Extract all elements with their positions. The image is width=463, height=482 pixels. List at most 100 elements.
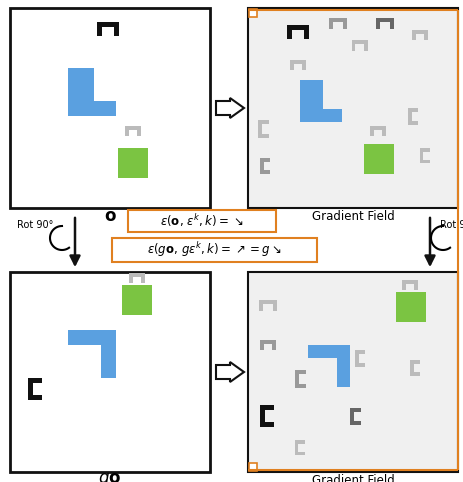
Bar — [101, 330, 116, 378]
Bar — [363, 144, 393, 174]
Bar — [389, 22, 393, 29]
Bar — [369, 130, 373, 136]
Bar — [294, 384, 306, 388]
Bar — [259, 422, 274, 427]
Bar — [407, 121, 418, 124]
Text: Rot 90°: Rot 90° — [439, 220, 463, 230]
Bar — [419, 148, 429, 151]
Bar — [257, 120, 262, 137]
Bar — [413, 280, 417, 290]
Bar — [419, 160, 429, 163]
Bar — [118, 148, 148, 178]
Bar — [141, 273, 144, 283]
Bar — [287, 25, 308, 30]
Bar — [249, 9, 257, 17]
Bar — [260, 340, 275, 344]
Bar — [259, 158, 269, 161]
Bar — [409, 295, 413, 306]
Bar — [422, 295, 425, 306]
Bar — [300, 80, 322, 122]
FancyArrow shape — [216, 362, 244, 382]
Bar — [257, 134, 269, 137]
Bar — [342, 22, 346, 29]
Bar — [409, 295, 425, 299]
Bar — [249, 463, 257, 471]
Bar — [247, 8, 457, 208]
Bar — [351, 40, 368, 44]
Bar — [247, 272, 457, 472]
Bar — [407, 108, 411, 124]
Text: Gradient Field: Gradient Field — [311, 473, 394, 482]
Bar — [382, 130, 385, 136]
Bar — [289, 60, 305, 64]
Bar — [68, 101, 116, 116]
Bar — [28, 378, 33, 400]
Bar — [259, 405, 274, 410]
Bar — [375, 18, 393, 22]
Text: $\varepsilon(g\mathbf{o},\,g\varepsilon^k,k) = \nearrow = g \searrow$: $\varepsilon(g\mathbf{o},\,g\varepsilon^… — [147, 241, 281, 259]
Bar — [125, 126, 140, 130]
Bar — [294, 440, 298, 455]
Bar — [401, 280, 417, 283]
Bar — [125, 130, 129, 136]
Bar — [407, 108, 418, 112]
Bar — [122, 285, 152, 315]
Bar — [349, 408, 353, 425]
Bar — [129, 273, 144, 277]
Bar — [401, 280, 405, 290]
FancyArrow shape — [216, 98, 244, 118]
Bar — [395, 292, 425, 322]
Bar — [294, 370, 298, 388]
Bar — [294, 440, 304, 443]
Bar — [28, 378, 42, 383]
Bar — [328, 22, 332, 29]
Bar — [97, 22, 119, 27]
Bar — [412, 30, 427, 34]
Bar — [409, 360, 419, 363]
Bar — [289, 64, 293, 70]
Bar — [369, 126, 385, 130]
Bar — [68, 68, 94, 116]
Bar — [423, 34, 427, 40]
Bar — [128, 210, 275, 232]
Bar — [351, 44, 355, 51]
Bar — [328, 18, 346, 22]
Bar — [287, 30, 291, 39]
Text: Gradient Field: Gradient Field — [311, 210, 394, 223]
Bar — [364, 44, 368, 51]
Bar — [349, 408, 360, 412]
Bar — [28, 395, 42, 400]
Bar — [294, 370, 306, 374]
Text: $\mathbf{o}$: $\mathbf{o}$ — [103, 207, 116, 225]
Bar — [307, 345, 350, 358]
Bar — [336, 345, 350, 387]
Bar — [419, 148, 423, 163]
Bar — [302, 64, 305, 70]
Bar — [375, 22, 380, 29]
Bar — [259, 170, 269, 174]
Bar — [272, 340, 275, 350]
Text: $g\mathbf{o}$: $g\mathbf{o}$ — [98, 471, 121, 482]
Bar — [354, 363, 365, 366]
Bar — [112, 238, 316, 262]
Bar — [354, 350, 358, 366]
Bar — [114, 27, 119, 36]
Bar — [260, 340, 263, 350]
Bar — [10, 8, 210, 208]
Bar — [412, 34, 415, 40]
Bar — [409, 372, 419, 376]
Bar — [259, 300, 263, 311]
Bar — [349, 421, 360, 425]
Bar — [259, 300, 276, 304]
Bar — [354, 350, 365, 354]
Bar — [294, 452, 304, 455]
Bar — [272, 300, 276, 311]
Bar — [129, 273, 132, 283]
Bar — [300, 109, 342, 122]
Text: Rot 90°: Rot 90° — [17, 220, 53, 230]
Bar — [259, 158, 263, 174]
Bar — [303, 30, 308, 39]
Bar — [137, 130, 140, 136]
Bar — [68, 330, 116, 345]
Bar — [257, 120, 269, 124]
